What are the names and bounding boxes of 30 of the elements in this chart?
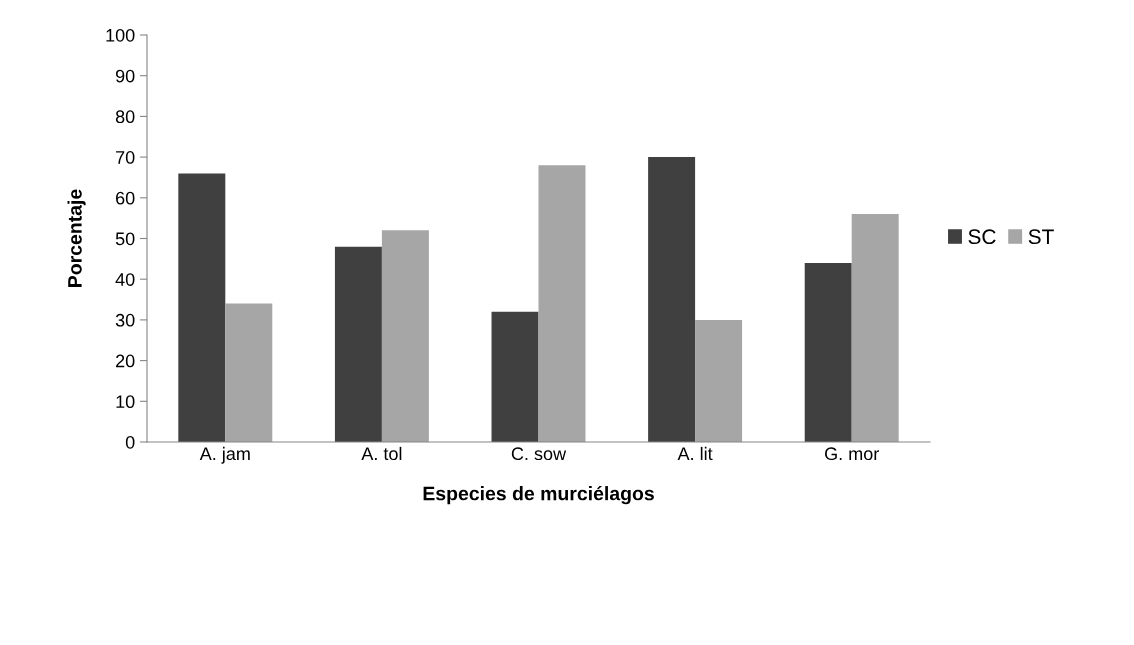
legend-label: SC — [968, 229, 996, 245]
x-tick-label: C. sow — [511, 447, 567, 461]
legend-label: ST — [1028, 229, 1054, 245]
x-tick-label: A. tol — [361, 446, 402, 461]
bar — [334, 246, 382, 442]
bar — [648, 157, 696, 442]
y-tick-label: 30 — [115, 313, 135, 327]
x-axis-title: Especies de murciélagos — [423, 485, 654, 505]
bar — [178, 173, 226, 442]
x-tick-label: G. mor — [825, 447, 879, 461]
y-tick-label: 70 — [116, 151, 135, 164]
bar — [804, 262, 852, 442]
y-tick-label: 50 — [115, 232, 135, 246]
x-tick-label: A. jam — [199, 446, 250, 464]
y-axis-title: Porcentaje — [67, 189, 86, 287]
y-tick-label: 0 — [125, 435, 135, 449]
y-tick-label: 100 — [106, 28, 135, 42]
y-tick-label: 90 — [115, 69, 135, 83]
bar — [491, 311, 539, 442]
bar — [851, 214, 899, 442]
y-tick-label: 10 — [116, 395, 135, 409]
y-tick-label: 80 — [115, 110, 135, 124]
bar — [381, 230, 429, 442]
x-tick-label: A. lit — [677, 446, 713, 461]
y-tick-label: 20 — [116, 354, 135, 368]
bar — [695, 319, 743, 442]
bar — [225, 303, 273, 442]
y-tick-label: 60 — [116, 191, 135, 205]
y-tick-label: 40 — [115, 273, 135, 286]
bar — [538, 165, 586, 442]
